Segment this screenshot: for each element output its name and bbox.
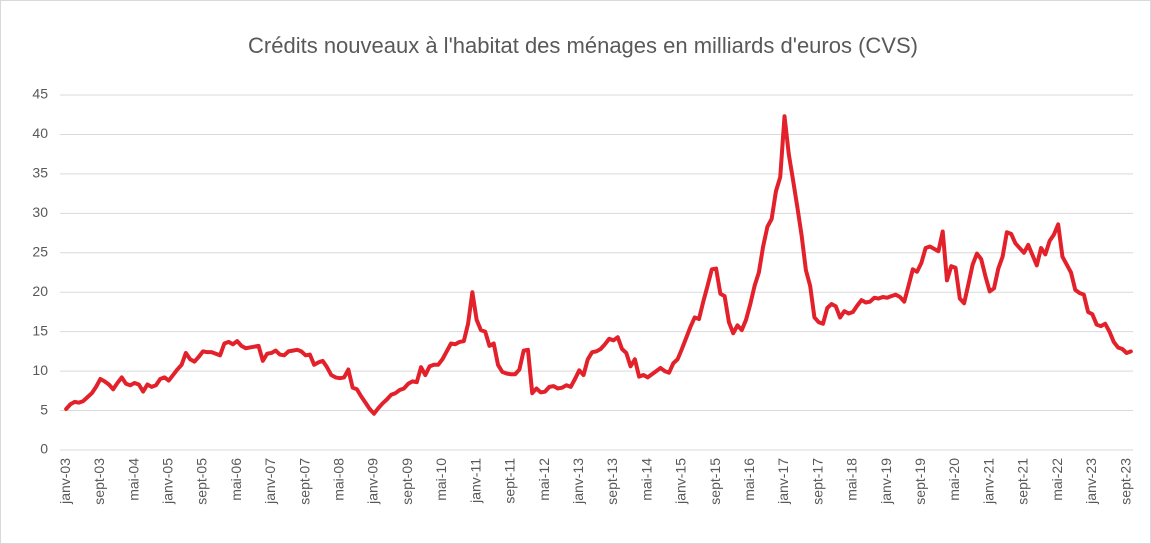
y-tick-label: 30 xyxy=(32,204,48,220)
x-tick-label: sept-03 xyxy=(91,458,107,505)
x-tick-label: janv-19 xyxy=(878,458,894,505)
x-tick-label: mai-04 xyxy=(125,458,141,501)
x-tick-label: janv-17 xyxy=(775,458,791,505)
x-tick-label: janv-03 xyxy=(57,458,73,505)
y-tick-label: 35 xyxy=(32,165,48,181)
x-tick-label: sept-09 xyxy=(399,458,415,505)
y-tick-label: 15 xyxy=(32,322,48,338)
x-tick-label: sept-19 xyxy=(912,458,928,505)
y-tick-label: 10 xyxy=(32,362,48,378)
y-tick-label: 25 xyxy=(32,243,48,259)
y-tick-label: 45 xyxy=(32,86,48,102)
x-tick-label: mai-20 xyxy=(946,458,962,501)
x-tick-label: sept-13 xyxy=(604,458,620,505)
x-tick-label: sept-07 xyxy=(296,458,312,505)
x-tick-label: mai-18 xyxy=(844,458,860,501)
x-tick-label: janv-09 xyxy=(365,458,381,505)
y-tick-label: 0 xyxy=(40,441,48,457)
data-line xyxy=(64,114,1133,416)
x-tick-label: janv-07 xyxy=(262,458,278,505)
x-tick-label: mai-16 xyxy=(741,458,757,501)
x-tick-label: janv-23 xyxy=(1083,458,1099,505)
x-tick-label: sept-15 xyxy=(707,458,723,505)
x-tick-label: sept-17 xyxy=(809,458,825,505)
x-tick-label: sept-21 xyxy=(1015,458,1031,505)
x-tick-label: sept-11 xyxy=(502,458,518,504)
x-tick-label: janv-15 xyxy=(673,458,689,505)
chart-title: Crédits nouveaux à l'habitat des ménages… xyxy=(248,33,918,58)
x-tick-label: sept-23 xyxy=(1117,458,1133,505)
y-tick-label: 5 xyxy=(40,401,48,417)
x-tick-label: mai-12 xyxy=(536,458,552,501)
x-tick-label: sept-05 xyxy=(194,458,210,505)
x-tick-label: mai-10 xyxy=(433,458,449,501)
x-tick-label: janv-21 xyxy=(980,458,996,505)
x-tick-label: mai-06 xyxy=(228,458,244,501)
y-tick-label: 40 xyxy=(32,125,48,141)
x-tick-label: mai-08 xyxy=(331,458,347,501)
x-tick-label: janv-05 xyxy=(159,458,175,505)
x-tick-label: janv-13 xyxy=(570,458,586,505)
x-tick-label: janv-11 xyxy=(467,458,483,504)
x-tick-label: mai-14 xyxy=(638,458,654,501)
x-tick-label: mai-22 xyxy=(1049,458,1065,501)
y-tick-label: 20 xyxy=(32,283,48,299)
